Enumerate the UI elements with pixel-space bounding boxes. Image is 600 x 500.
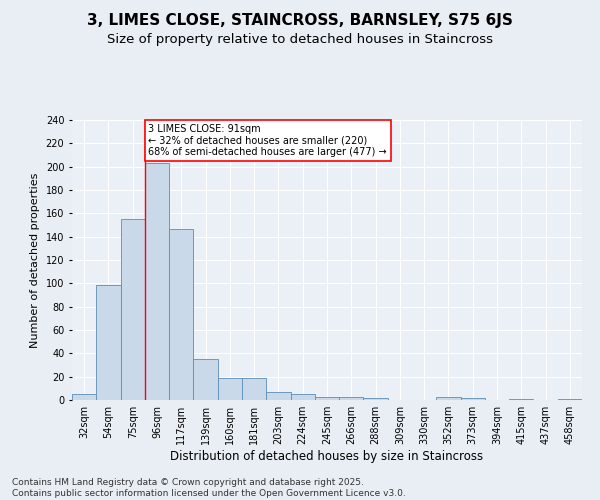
- Y-axis label: Number of detached properties: Number of detached properties: [30, 172, 40, 348]
- Text: 3 LIMES CLOSE: 91sqm
← 32% of detached houses are smaller (220)
68% of semi-deta: 3 LIMES CLOSE: 91sqm ← 32% of detached h…: [149, 124, 387, 156]
- Bar: [509, 399, 533, 400]
- Bar: [193, 359, 218, 400]
- Text: Size of property relative to detached houses in Staincross: Size of property relative to detached ho…: [107, 32, 493, 46]
- Bar: [558, 399, 582, 400]
- Bar: [436, 396, 461, 400]
- Bar: [364, 398, 388, 400]
- Bar: [145, 163, 169, 400]
- Bar: [315, 396, 339, 400]
- Bar: [290, 394, 315, 400]
- Bar: [266, 392, 290, 400]
- Bar: [72, 394, 96, 400]
- Text: 3, LIMES CLOSE, STAINCROSS, BARNSLEY, S75 6JS: 3, LIMES CLOSE, STAINCROSS, BARNSLEY, S7…: [87, 12, 513, 28]
- Bar: [218, 378, 242, 400]
- Bar: [242, 378, 266, 400]
- Bar: [461, 398, 485, 400]
- Bar: [339, 396, 364, 400]
- Bar: [169, 228, 193, 400]
- Bar: [96, 284, 121, 400]
- Text: Contains HM Land Registry data © Crown copyright and database right 2025.
Contai: Contains HM Land Registry data © Crown c…: [12, 478, 406, 498]
- Bar: [121, 219, 145, 400]
- X-axis label: Distribution of detached houses by size in Staincross: Distribution of detached houses by size …: [170, 450, 484, 463]
